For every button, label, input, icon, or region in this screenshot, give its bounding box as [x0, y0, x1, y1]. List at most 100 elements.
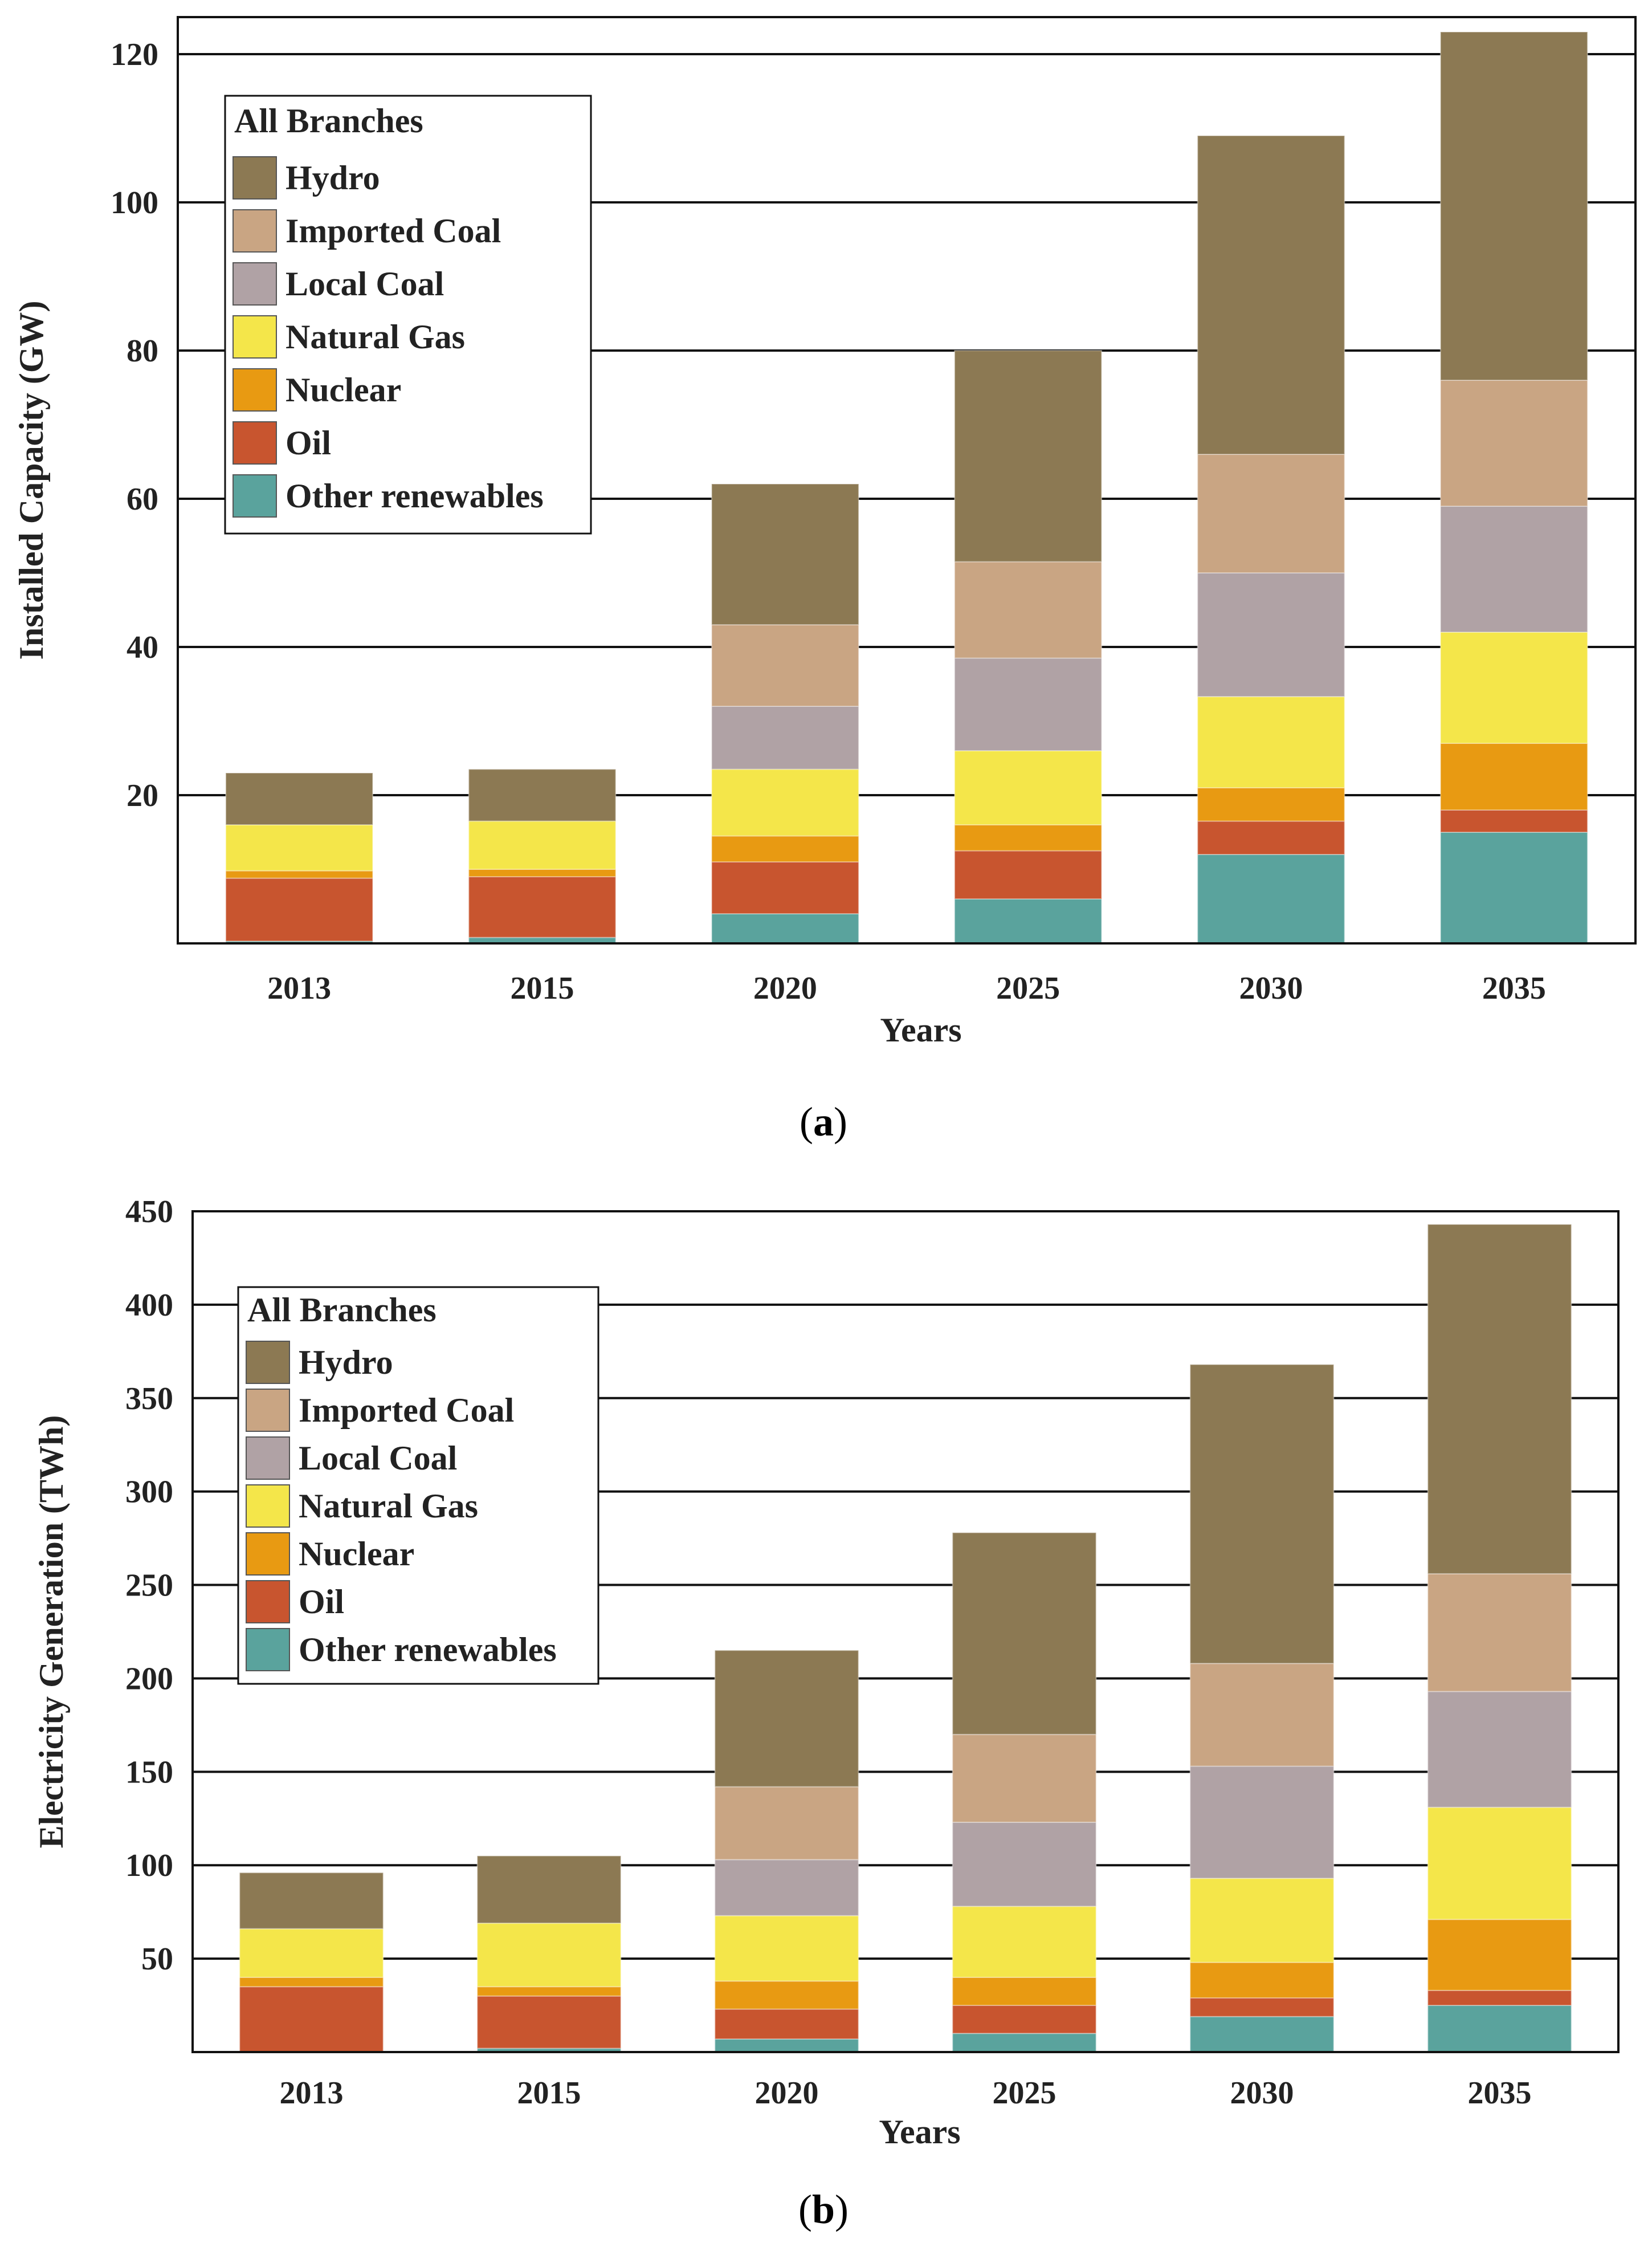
x-tick-label: 2013: [280, 2075, 344, 2111]
bar-segment-nuclear-2030: [1197, 787, 1345, 822]
x-tick-label: 2035: [1468, 2075, 1532, 2111]
bar-segment-hydro-2015: [476, 1855, 622, 1924]
legend-label: Nuclear: [285, 371, 401, 409]
bar-segment-hydro-2013: [225, 772, 374, 825]
bar-segment-hydro-2030: [1189, 1363, 1335, 1664]
x-tick-label: 2015: [511, 971, 574, 1006]
legend-swatch-oil: [246, 1580, 290, 1623]
bar-segment-oil-2025: [954, 850, 1103, 899]
legend-label: Oil: [299, 1583, 344, 1621]
legend-label: Hydro: [299, 1344, 393, 1381]
bar-segment-nuclear-2030: [1189, 1961, 1335, 1998]
bar-segment-other-renewables-2030: [1189, 2016, 1335, 2053]
y-tick-label: 50: [141, 1941, 173, 1977]
y-tick-label: 20: [127, 778, 158, 813]
x-tick-label: 2013: [267, 971, 331, 1006]
bar-segment-imported-coal-2030: [1197, 454, 1345, 573]
bar-segment-natural-gas-2035: [1439, 632, 1588, 744]
bar-segment-local-coal-2030: [1197, 572, 1345, 698]
bar-segment-hydro-2013: [239, 1872, 384, 1930]
bar-segment-natural-gas-2020: [714, 1915, 859, 1982]
bar-segment-oil-2015: [468, 876, 617, 938]
caption-letter: b: [812, 2187, 835, 2232]
legend-label: Local Coal: [285, 265, 444, 303]
bar-segment-other-renewables-2025: [954, 898, 1103, 944]
bar-segment-imported-coal-2035: [1439, 380, 1588, 507]
caption-close-paren: ): [835, 2187, 849, 2232]
bar-segment-hydro-2025: [954, 350, 1103, 563]
legend-swatch-natural-gas: [232, 315, 277, 359]
bar-segment-local-coal-2030: [1189, 1765, 1335, 1879]
legend-swatch-other-renewables: [232, 474, 277, 518]
bar-segment-local-coal-2035: [1427, 1691, 1572, 1808]
panel-caption: (a): [800, 1099, 847, 1145]
legend-box: [224, 95, 592, 535]
x-tick-label: 2025: [996, 971, 1060, 1006]
bar-segment-oil-2013: [239, 1986, 384, 2053]
bar-segment-nuclear-2025: [954, 824, 1103, 852]
bar-segment-natural-gas-2030: [1189, 1878, 1335, 1963]
bar-segment-local-coal-2025: [954, 657, 1103, 751]
bar-segment-nuclear-2013: [239, 1976, 384, 1988]
y-tick-label: 400: [125, 1288, 173, 1323]
y-tick-label: 350: [125, 1381, 173, 1416]
bar-segment-other-renewables-2025: [952, 2033, 1097, 2053]
bar-segment-imported-coal-2025: [954, 561, 1103, 659]
bar-segment-imported-coal-2030: [1189, 1663, 1335, 1767]
y-tick-label: 100: [111, 185, 158, 221]
y-tick-label: 200: [125, 1661, 173, 1696]
bar-segment-nuclear-2020: [714, 1980, 859, 2010]
legend-swatch-imported-coal: [246, 1389, 290, 1432]
bar-segment-oil-2030: [1197, 820, 1345, 855]
y-tick-label: 450: [125, 1194, 173, 1230]
bar-segment-oil-2020: [714, 2008, 859, 2040]
legend-swatch-imported-coal: [232, 209, 277, 253]
bar-segment-hydro-2035: [1427, 1223, 1572, 1574]
caption-letter: a: [813, 1099, 834, 1145]
legend-swatch-other-renewables: [246, 1628, 290, 1671]
bar-segment-imported-coal-2020: [714, 1786, 859, 1861]
caption-close-paren: ): [834, 1099, 847, 1145]
legend-label: Other renewables: [285, 477, 544, 515]
bar-segment-nuclear-2035: [1427, 1919, 1572, 1991]
x-tick-label: 2030: [1239, 971, 1303, 1006]
y-tick-label: 250: [125, 1568, 173, 1603]
x-tick-label: 2020: [753, 971, 817, 1006]
legend-swatch-oil: [232, 421, 277, 465]
caption-open-paren: (: [798, 2187, 812, 2232]
bar-segment-imported-coal-2020: [711, 624, 859, 707]
chart-panel-b: 50 100 150 200 250 300 350 400 450 2013 2015 2020 20…: [32, 1194, 1620, 2232]
bar-segment-oil-2035: [1427, 1989, 1572, 2006]
bar-segment-hydro-2035: [1439, 31, 1588, 381]
caption-open-paren: (: [800, 1099, 813, 1145]
bar-segment-hydro-2020: [711, 483, 859, 625]
bar-segment-nuclear-2013: [225, 870, 374, 879]
y-tick-label: 80: [127, 333, 158, 369]
legend-swatch-nuclear: [246, 1532, 290, 1576]
legend-label: Natural Gas: [285, 318, 465, 356]
y-tick-label: 40: [127, 630, 158, 665]
x-tick-label: 2025: [993, 2075, 1057, 2111]
y-tick-label: 120: [111, 37, 158, 72]
bar-segment-natural-gas-2013: [225, 824, 374, 872]
bar-segment-local-coal-2020: [714, 1859, 859, 1916]
legend-swatch-hydro: [232, 156, 277, 200]
bar-segment-natural-gas-2030: [1197, 696, 1345, 788]
bar-segment-hydro-2015: [468, 768, 617, 822]
bar-segment-oil-2025: [952, 2005, 1097, 2034]
bar-segment-natural-gas-2020: [711, 768, 859, 837]
bar-segment-oil-2035: [1439, 809, 1588, 833]
x-tick-label: 2035: [1482, 971, 1546, 1006]
bar-segment-local-coal-2020: [711, 706, 859, 770]
x-axis-title: Years: [880, 1011, 961, 1049]
bar-segment-natural-gas-2025: [954, 750, 1103, 825]
bar-segment-other-renewables-2020: [711, 913, 859, 944]
legend-label: Nuclear: [299, 1535, 414, 1573]
bar-segment-nuclear-2015: [468, 869, 617, 877]
y-tick-label: 60: [127, 482, 158, 517]
chart-panel-a: 20 40 60 80 100 120 2013 2015 2020 2025 2030 2035 Ye…: [13, 16, 1637, 1145]
bar-segment-natural-gas-2035: [1427, 1806, 1572, 1920]
plot-frame: [191, 1210, 1620, 2053]
plot-frame: [177, 16, 1637, 945]
